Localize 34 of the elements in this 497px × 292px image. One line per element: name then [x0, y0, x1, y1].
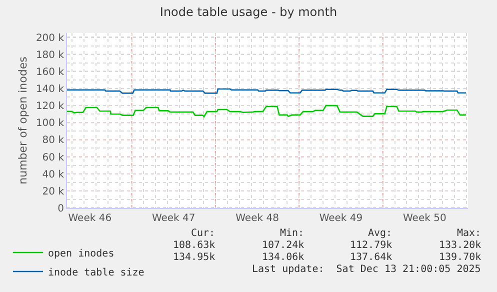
y-tick-label: 0	[58, 204, 64, 214]
x-tick-label: Week 47	[152, 213, 196, 224]
y-tick-label: 140 k	[36, 84, 64, 95]
text: Min:	[280, 228, 304, 239]
text: Max:	[457, 228, 482, 239]
x-tick-label: Week 50	[403, 213, 446, 224]
text: Avg:	[368, 228, 392, 239]
text: 112.79k	[350, 240, 392, 251]
text: 134.95k	[173, 252, 216, 263]
legend-label: open inodes	[48, 248, 114, 260]
x-tick-label: Week 48	[236, 213, 279, 224]
y-tick-label: 160 k	[36, 66, 64, 78]
y-axis-title: number of open inodes	[16, 56, 30, 184]
y-tick-label: 120 k	[36, 101, 64, 112]
text: 133.20k	[439, 240, 482, 251]
text: 139.70k	[439, 252, 482, 263]
chart-title: Inode table usage - by month	[160, 5, 338, 20]
legend-label: inode table size	[48, 267, 144, 278]
y-tick-label: 180 k	[36, 50, 64, 61]
y-tick-label: 60 k	[42, 152, 64, 164]
text: Cur:	[191, 228, 216, 239]
x-tick-label: Week 46	[68, 213, 112, 224]
y-tick-label: 40 k	[42, 169, 64, 180]
line-series	[67, 104, 467, 118]
text: 107.24k	[262, 240, 304, 251]
y-tick-label: 20 k	[42, 186, 64, 198]
text: 134.06k	[262, 252, 304, 263]
y-tick-label: 80 k	[42, 135, 64, 146]
y-tick-label: 100 k	[36, 118, 64, 130]
y-tick-label: 200 k	[36, 32, 64, 44]
text: 108.63k	[173, 240, 216, 251]
x-tick-label: Week 49	[319, 213, 363, 224]
text: Last update: Sat Dec 13 21:00:05 2025	[252, 264, 481, 275]
text: 137.64k	[350, 252, 392, 263]
